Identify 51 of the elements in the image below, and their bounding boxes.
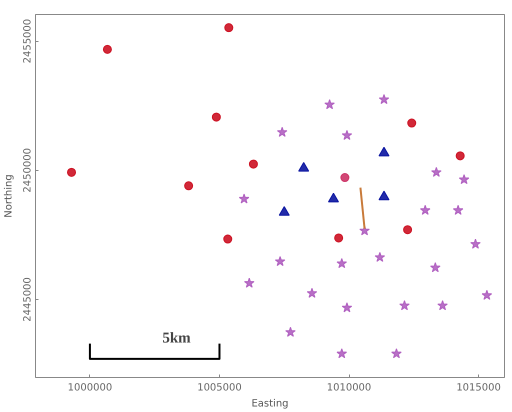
point <box>420 204 430 215</box>
x-tick-label: 1010000 <box>326 382 372 394</box>
point <box>248 160 258 169</box>
point <box>223 234 232 244</box>
point <box>374 252 386 262</box>
point <box>378 190 390 200</box>
point <box>306 288 318 298</box>
point <box>336 258 348 268</box>
point <box>334 233 344 242</box>
point <box>102 44 112 54</box>
point <box>342 302 352 312</box>
y-tick-label: 2455000 <box>22 18 34 64</box>
point <box>470 238 481 249</box>
point <box>458 174 470 184</box>
point <box>437 300 448 310</box>
point <box>67 168 76 177</box>
point <box>359 225 370 236</box>
point <box>378 146 390 156</box>
point <box>274 256 286 266</box>
point <box>452 204 464 215</box>
point <box>278 206 290 216</box>
point <box>224 23 234 32</box>
y-axis-title: Northing <box>4 174 14 218</box>
x-axis-title: Easting <box>251 398 289 410</box>
point <box>403 225 412 234</box>
point <box>399 300 410 310</box>
y-tick-label: 2450000 <box>22 148 34 193</box>
annotation: 5km <box>162 330 192 346</box>
point <box>238 193 250 204</box>
x-tick-label: 1015000 <box>456 382 501 394</box>
point <box>298 162 310 172</box>
x-tick-label: 1000000 <box>68 382 112 394</box>
point <box>378 94 390 104</box>
point <box>407 118 416 128</box>
point <box>430 262 441 272</box>
point <box>324 99 335 110</box>
x-tick-label: 1005000 <box>197 382 242 394</box>
point <box>212 112 221 122</box>
point <box>244 278 255 288</box>
point <box>184 181 194 190</box>
point <box>340 173 350 182</box>
point <box>482 290 492 300</box>
point <box>456 151 465 160</box>
y-tick-label: 2445000 <box>22 277 34 322</box>
point <box>391 348 402 358</box>
point <box>328 192 339 202</box>
point <box>285 326 296 337</box>
point <box>342 130 352 140</box>
point <box>336 348 348 358</box>
point <box>431 166 442 177</box>
point <box>276 126 288 137</box>
